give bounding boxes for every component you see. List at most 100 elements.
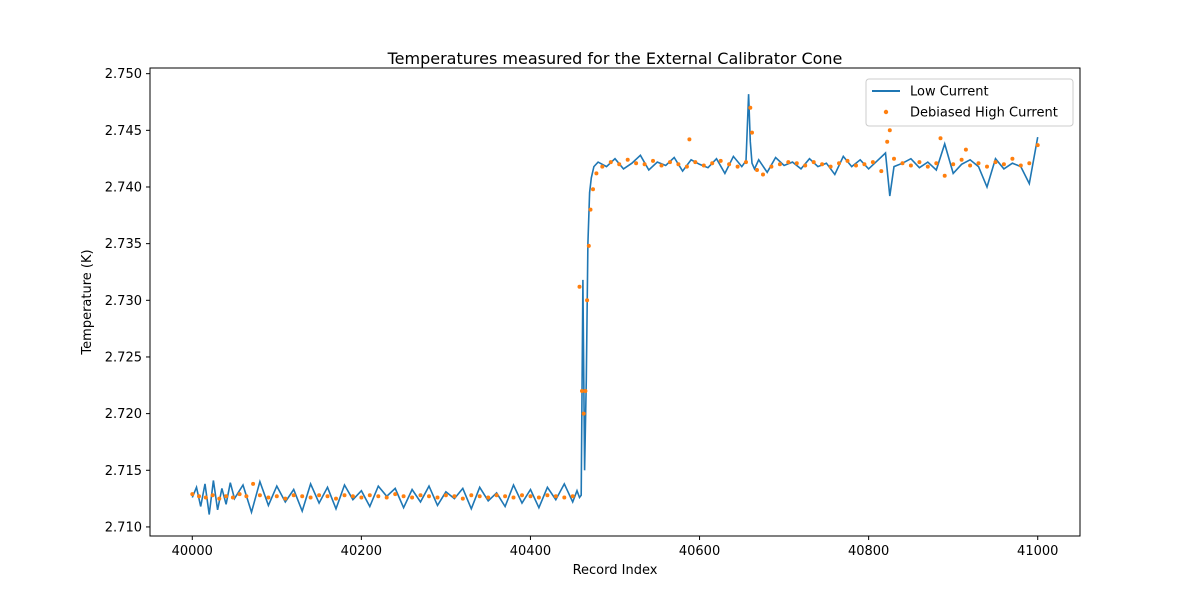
scatter-point [224, 494, 229, 499]
y-tick-label: 2.715 [105, 464, 142, 479]
scatter-point [993, 160, 998, 165]
y-tick-label: 2.750 [105, 67, 142, 82]
scatter-point [786, 160, 791, 165]
scatter-point [761, 172, 765, 177]
scatter-point [577, 284, 582, 289]
scatter-point [580, 389, 584, 393]
scatter-point [701, 163, 706, 168]
scatter-point [291, 493, 296, 498]
scatter-point [642, 162, 647, 167]
scatter-point [684, 164, 689, 169]
scatter-point [308, 495, 313, 500]
scatter-point [687, 137, 692, 142]
scatter-point [342, 493, 347, 498]
scatter-point [870, 160, 875, 165]
x-tick-label: 40400 [510, 544, 551, 559]
scatter-point [283, 496, 288, 501]
y-tick-label: 2.730 [105, 294, 142, 309]
y-axis-label: Temperature (K) [80, 249, 95, 355]
scatter-point [925, 164, 930, 169]
scatter-point [376, 494, 381, 499]
scatter-point [892, 156, 896, 161]
scatter-point [718, 158, 723, 163]
scatter-point [553, 494, 558, 499]
scatter-point [435, 495, 440, 500]
scatter-point [803, 163, 808, 168]
scatter-point [251, 481, 256, 486]
scatter-point [384, 495, 389, 500]
y-tick-label: 2.745 [105, 124, 142, 139]
scatter-point [828, 164, 833, 169]
scatter-point [985, 164, 989, 169]
scatter-point [794, 161, 799, 166]
scatter-point [410, 495, 415, 500]
scatter-point [503, 494, 508, 499]
scatter-point [600, 164, 605, 169]
scatter-point [938, 136, 943, 141]
scatter-point [477, 494, 482, 499]
x-tick-label: 40000 [172, 544, 213, 559]
scatter-point [1010, 156, 1015, 161]
scatter-point [334, 496, 338, 501]
scatter-point [750, 130, 754, 135]
scatter-point [744, 160, 748, 165]
x-tick-label: 41000 [1017, 544, 1058, 559]
scatter-point [710, 161, 715, 166]
chart-title: Temperatures measured for the External C… [387, 49, 843, 68]
scatter-point [608, 160, 613, 165]
x-tick-label: 40600 [679, 544, 720, 559]
scatter-point [528, 494, 533, 499]
series-line-low-current [191, 94, 1039, 516]
scatter-point [203, 495, 208, 500]
scatter-point [536, 495, 541, 500]
plot-area-frame [149, 67, 1081, 537]
scatter-point [317, 493, 322, 498]
scatter-point [900, 161, 905, 166]
scatter-point [837, 161, 841, 166]
scatter-point [854, 163, 858, 168]
scatter-point [659, 163, 664, 168]
series-layer [190, 94, 1040, 516]
scatter-point [274, 494, 279, 499]
scatter-point [942, 173, 947, 178]
scatter-point [520, 493, 524, 498]
scatter-point [511, 495, 516, 500]
scatter-point [811, 160, 816, 165]
scatter-point [359, 495, 364, 500]
scatter-point [976, 161, 981, 166]
scatter-point [968, 163, 973, 168]
scatter-point [917, 160, 922, 165]
y-tick-label: 2.720 [105, 407, 142, 422]
scatter-point [393, 492, 398, 497]
scatter-point [591, 187, 595, 192]
x-tick-label: 40800 [848, 544, 889, 559]
scatter-point [257, 493, 262, 498]
scatter-point [862, 162, 867, 167]
scatter-point [230, 495, 235, 500]
scatter-point [244, 494, 249, 499]
scatter-point [401, 494, 406, 499]
scatter-point [634, 161, 639, 166]
scatter-point [727, 162, 732, 167]
scatter-point [494, 493, 499, 498]
scatter-point [676, 162, 681, 167]
scatter-point [452, 494, 457, 499]
scatter-point [350, 494, 355, 499]
scatter-point [562, 495, 567, 500]
scatter-point [427, 494, 431, 499]
scatter-point [266, 495, 271, 500]
scatter-point [879, 169, 884, 174]
scatter-point [443, 493, 448, 498]
x-axis-label: Record Index [573, 563, 658, 578]
scatter-point [585, 298, 590, 303]
scatter-point [586, 243, 591, 248]
x-tick-label: 40200 [341, 544, 382, 559]
scatter-point [469, 493, 474, 498]
y-tick-label: 2.735 [105, 237, 142, 252]
scatter-point [959, 157, 964, 162]
scatter-point [594, 171, 599, 176]
scatter-point [583, 389, 588, 393]
legend-box [865, 78, 1074, 127]
scatter-point [951, 162, 956, 167]
